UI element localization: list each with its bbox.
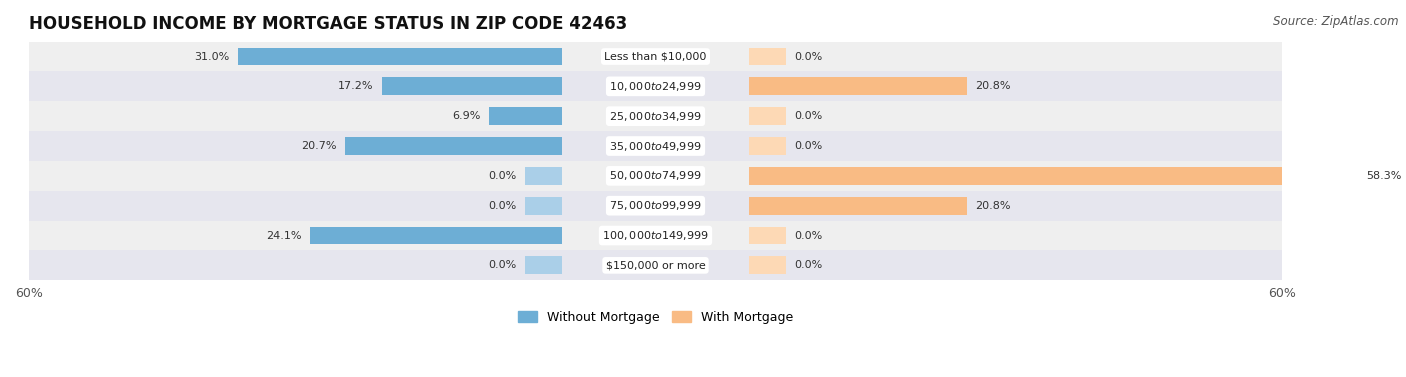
Text: 20.8%: 20.8%: [974, 201, 1011, 211]
Bar: [524, 167, 561, 185]
Bar: [749, 227, 786, 244]
Text: $75,000 to $99,999: $75,000 to $99,999: [609, 199, 702, 212]
Bar: [524, 256, 561, 274]
Bar: [489, 107, 561, 125]
Text: $50,000 to $74,999: $50,000 to $74,999: [609, 169, 702, 182]
Bar: [749, 48, 786, 66]
Text: $10,000 to $24,999: $10,000 to $24,999: [609, 80, 702, 93]
Text: 0.0%: 0.0%: [794, 230, 823, 241]
Bar: [30, 191, 1282, 221]
Legend: Without Mortgage, With Mortgage: Without Mortgage, With Mortgage: [513, 306, 799, 329]
Bar: [30, 250, 1282, 280]
Bar: [749, 197, 967, 215]
Text: 31.0%: 31.0%: [194, 52, 229, 61]
Bar: [30, 41, 1282, 71]
Bar: [346, 137, 561, 155]
Text: 0.0%: 0.0%: [794, 261, 823, 270]
Text: 20.7%: 20.7%: [301, 141, 337, 151]
Bar: [524, 197, 561, 215]
Bar: [382, 77, 561, 95]
Bar: [30, 71, 1282, 101]
Text: 20.8%: 20.8%: [974, 81, 1011, 91]
Text: 17.2%: 17.2%: [337, 81, 374, 91]
Text: HOUSEHOLD INCOME BY MORTGAGE STATUS IN ZIP CODE 42463: HOUSEHOLD INCOME BY MORTGAGE STATUS IN Z…: [30, 15, 627, 33]
Bar: [30, 221, 1282, 250]
Bar: [309, 227, 561, 244]
Text: Less than $10,000: Less than $10,000: [605, 52, 707, 61]
Text: 6.9%: 6.9%: [453, 111, 481, 121]
Bar: [749, 137, 786, 155]
Text: 0.0%: 0.0%: [794, 141, 823, 151]
Bar: [749, 167, 1358, 185]
Text: 58.3%: 58.3%: [1367, 171, 1402, 181]
Text: Source: ZipAtlas.com: Source: ZipAtlas.com: [1274, 15, 1399, 28]
Text: 0.0%: 0.0%: [794, 52, 823, 61]
Text: $35,000 to $49,999: $35,000 to $49,999: [609, 139, 702, 153]
Text: 0.0%: 0.0%: [488, 171, 516, 181]
Text: 0.0%: 0.0%: [488, 201, 516, 211]
Text: 0.0%: 0.0%: [794, 111, 823, 121]
Text: $150,000 or more: $150,000 or more: [606, 261, 706, 270]
Bar: [749, 107, 786, 125]
Text: $100,000 to $149,999: $100,000 to $149,999: [602, 229, 709, 242]
Bar: [30, 101, 1282, 131]
Text: 24.1%: 24.1%: [266, 230, 301, 241]
Text: 0.0%: 0.0%: [488, 261, 516, 270]
Text: $25,000 to $34,999: $25,000 to $34,999: [609, 110, 702, 123]
Bar: [30, 131, 1282, 161]
Bar: [749, 77, 967, 95]
Bar: [30, 161, 1282, 191]
Bar: [238, 48, 561, 66]
Bar: [749, 256, 786, 274]
